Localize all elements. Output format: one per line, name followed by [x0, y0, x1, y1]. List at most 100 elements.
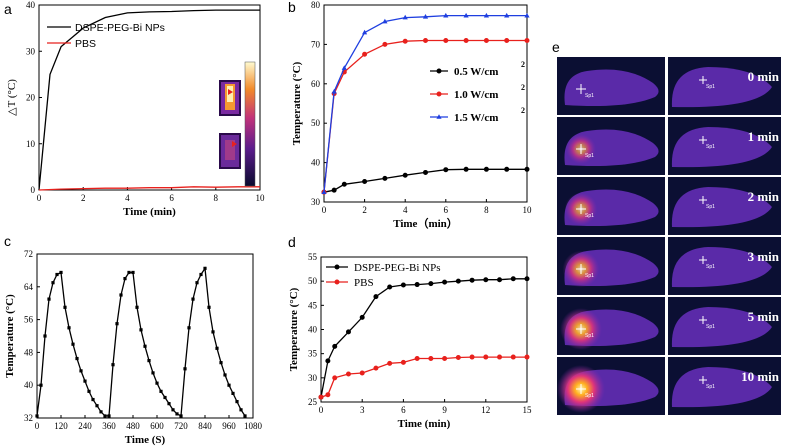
panel-label-c: c — [4, 233, 11, 249]
spot-label: Sp1 — [706, 324, 715, 330]
series-line-0 — [38, 9, 260, 191]
y-tick-label: 30 — [308, 373, 318, 383]
y-tick-label: 40 — [308, 325, 318, 335]
data-point — [219, 361, 223, 365]
thermal-grid: Sp1 Sp1 0 min Sp1 Sp1 1 min Sp1 Sp1 2 min Sp1 Sp1 3… — [557, 57, 781, 415]
crosshair-icon — [699, 76, 707, 84]
spot-label: Sp1 — [585, 93, 594, 99]
data-point — [183, 367, 187, 371]
x-tick-label: 840 — [198, 421, 212, 431]
data-point — [107, 414, 111, 418]
x-tick-label: 960 — [222, 421, 236, 431]
plot-frame — [36, 253, 254, 419]
series-line-1 — [323, 39, 527, 193]
x-tick-label: 6 — [169, 193, 174, 203]
data-point — [414, 282, 420, 288]
data-point — [373, 365, 379, 371]
data-point — [463, 166, 469, 172]
data-point — [463, 12, 469, 18]
legend-marker — [436, 68, 442, 74]
data-point — [318, 394, 324, 400]
data-point — [463, 37, 469, 43]
data-point — [483, 37, 489, 43]
y-tick-label: 40 — [26, 0, 36, 10]
mouse-body-dorsal — [671, 127, 772, 168]
data-point — [203, 266, 207, 270]
data-point — [79, 369, 83, 373]
y-tick-label: 50 — [311, 118, 321, 128]
y-tick-label: 40 — [311, 158, 321, 168]
y-tick-label: 80 — [311, 0, 321, 10]
inset-thermal-images — [219, 61, 256, 187]
spot-label: Sp1 — [706, 144, 715, 150]
time-label: 3 min — [748, 249, 780, 264]
chart-a: 0 2 4 6 8 10 0 10 20 30 40 Time (min) △T (°C) DSPE-PE… — [6, 0, 265, 218]
data-point — [483, 277, 489, 283]
data-point — [131, 270, 135, 275]
x-tick-label: 240 — [78, 421, 92, 431]
data-point — [67, 326, 71, 330]
data-point — [51, 281, 55, 285]
panel-label-d: d — [288, 234, 296, 250]
time-label: 10 min — [741, 369, 780, 384]
data-point — [341, 181, 347, 187]
x-tick-label: 2 — [362, 205, 367, 215]
spot-label: Sp1 — [706, 384, 715, 390]
y-axis-label: Temperature (°C) — [4, 294, 16, 378]
data-point — [215, 346, 219, 350]
crosshair-icon — [699, 316, 707, 324]
y-tick-label: 20 — [26, 93, 36, 103]
inset-pbs-warm — [225, 140, 235, 160]
y-tick-label: 72 — [24, 249, 33, 259]
spot-label: Sp1 — [585, 213, 594, 219]
data-point — [91, 397, 95, 402]
data-point — [59, 270, 63, 275]
chart-d: 0 3 6 9 12 15 25 30 35 40 45 50 55 Time (min) Temperat… — [288, 252, 532, 430]
data-point — [382, 18, 388, 24]
x-tick-label: 12 — [481, 405, 490, 415]
crosshair-icon — [576, 384, 586, 394]
y-tick-label: 30 — [311, 197, 321, 207]
data-point — [524, 166, 530, 172]
data-point — [359, 370, 365, 376]
data-point — [400, 282, 406, 288]
data-point — [175, 412, 179, 416]
data-point — [83, 379, 87, 383]
spot-label: Sp1 — [585, 153, 594, 159]
data-point — [191, 297, 195, 301]
y-tick-label: 25 — [308, 397, 318, 407]
data-point — [231, 391, 235, 395]
data-point — [483, 166, 489, 172]
data-point — [422, 14, 429, 19]
inset-pbs-marker-icon — [232, 141, 237, 147]
x-tick-label: 0 — [35, 421, 40, 431]
crosshair-icon — [576, 324, 586, 334]
data-point — [123, 277, 127, 281]
data-point — [400, 359, 406, 365]
data-point — [155, 381, 159, 385]
data-point — [345, 329, 351, 335]
data-point — [135, 305, 139, 309]
data-point — [47, 297, 51, 301]
legend-label: PBS — [75, 38, 96, 50]
data-point — [199, 272, 203, 277]
legend-marker — [436, 114, 442, 119]
data-point — [524, 37, 530, 43]
x-axis-label: Time (min) — [398, 418, 451, 430]
data-point — [139, 328, 143, 332]
y-tick-label: 56 — [24, 315, 34, 325]
data-point — [414, 356, 420, 361]
spot-label: Sp1 — [706, 264, 715, 270]
x-tick-label: 0 — [37, 193, 42, 203]
data-point — [35, 414, 39, 418]
crosshair-icon — [576, 144, 586, 154]
series-line-0 — [320, 278, 527, 398]
y-axis-label: Temperature (°C) — [288, 287, 300, 371]
data-point — [402, 172, 408, 178]
legend-marker — [334, 264, 340, 270]
y-tick-label: 50 — [308, 276, 318, 286]
data-point — [362, 51, 368, 57]
x-tick-label: 360 — [102, 421, 116, 431]
x-tick-label: 1080 — [244, 421, 263, 431]
data-point — [325, 392, 331, 398]
